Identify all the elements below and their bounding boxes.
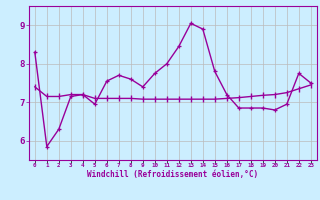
X-axis label: Windchill (Refroidissement éolien,°C): Windchill (Refroidissement éolien,°C) xyxy=(87,170,258,179)
